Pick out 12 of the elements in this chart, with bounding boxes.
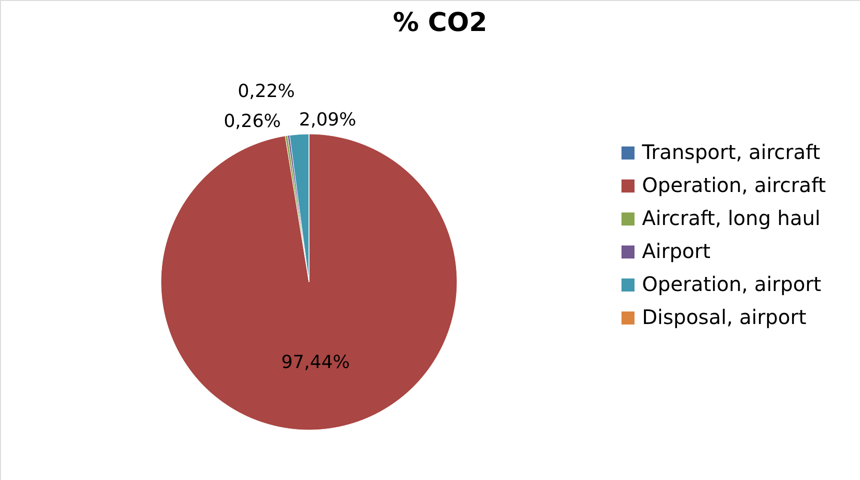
legend-label: Transport, aircraft xyxy=(641,140,820,164)
pie-slice xyxy=(160,134,458,430)
legend-label: Airport xyxy=(642,239,711,263)
legend-label: Disposal, airport xyxy=(642,305,806,329)
data-label: 2,09% xyxy=(299,109,356,130)
chart-title: % CO2 xyxy=(392,8,488,38)
data-label: 97,44% xyxy=(281,352,350,374)
legend-label: Operation, aircraft xyxy=(642,173,826,197)
data-label: 0,22% xyxy=(238,81,295,102)
legend-label: Aircraft, long haul xyxy=(642,206,820,230)
data-label: 0,26% xyxy=(224,111,281,132)
legend-label: Operation, airport xyxy=(642,272,822,296)
